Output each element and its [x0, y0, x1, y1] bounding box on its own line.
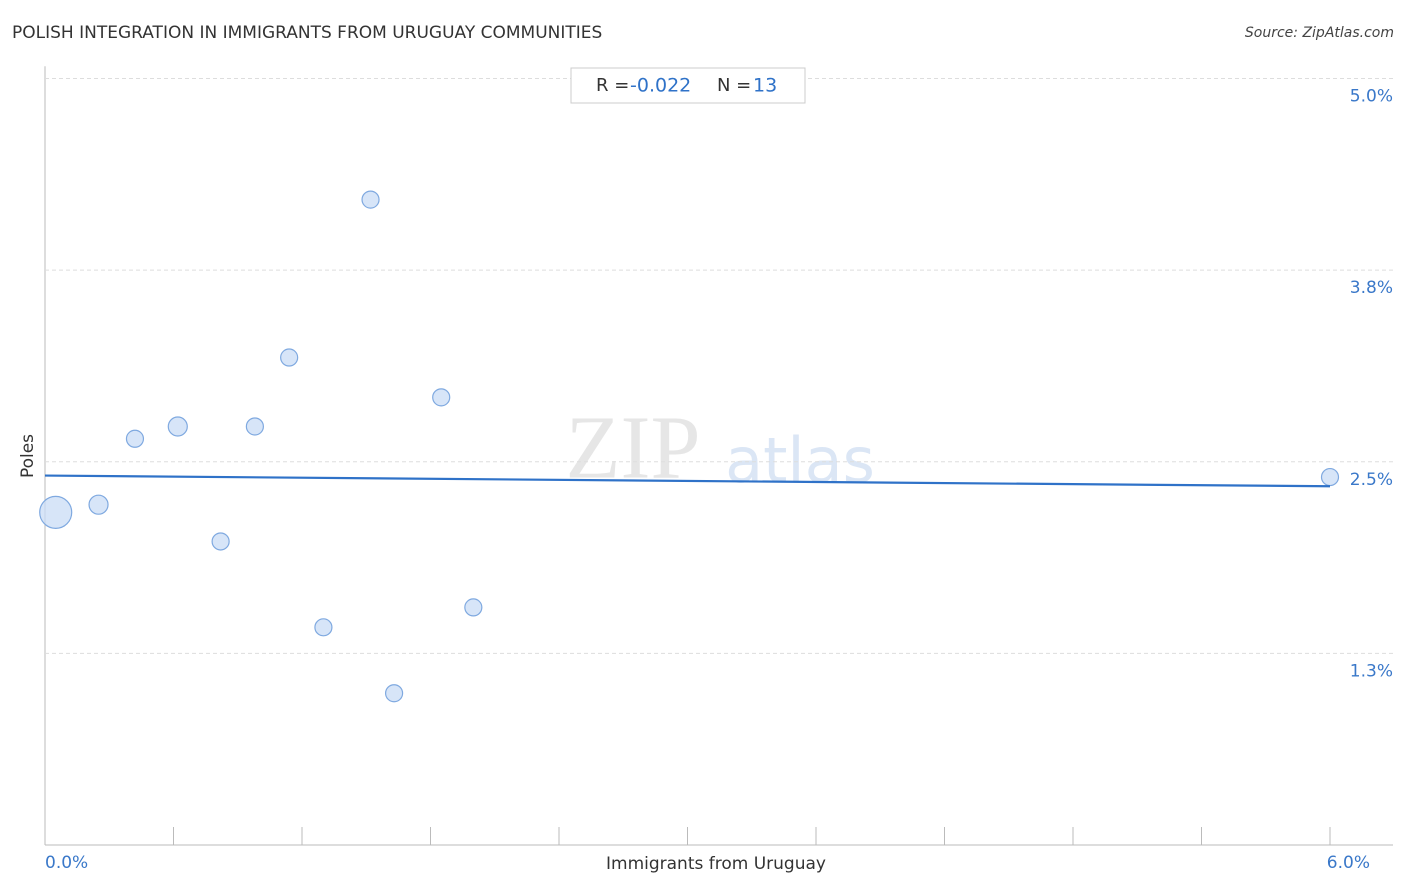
point	[88, 494, 109, 515]
point	[464, 598, 483, 617]
point	[39, 495, 73, 529]
point	[314, 618, 333, 637]
point	[280, 348, 299, 367]
y-tick-label: 1.3%	[1350, 661, 1393, 681]
stats-box	[570, 67, 806, 104]
chart-title: POLISH INTEGRATION IN IMMIGRANTS FROM UR…	[12, 23, 602, 43]
x-axis-label: Immigrants from Uruguay	[606, 854, 826, 874]
point	[384, 684, 404, 703]
point	[1320, 467, 1340, 487]
point	[167, 416, 188, 437]
stats-n-value: 13	[753, 75, 777, 97]
x-tick-label: 0.0%	[45, 853, 88, 873]
y-tick-label: 3.8%	[1350, 278, 1393, 298]
stats-r-value: -0.022	[630, 75, 691, 97]
y-axis-label: Poles	[18, 434, 38, 478]
trend-line	[44, 474, 1331, 488]
point	[432, 388, 451, 407]
point	[245, 417, 264, 436]
point	[361, 190, 380, 209]
watermark: atlas	[725, 424, 875, 497]
stats-n-label: N =	[717, 75, 757, 96]
y-tick-label: 2.5%	[1350, 470, 1393, 490]
watermark: ZIP	[566, 399, 701, 498]
x-tick-label: 6.0%	[1327, 853, 1370, 873]
source: Source: ZipAtlas.com	[1245, 25, 1394, 41]
y-tick-label: 5.0%	[1350, 87, 1393, 107]
point	[211, 532, 230, 551]
stats-r-label: R =	[596, 75, 635, 96]
point	[125, 429, 145, 448]
